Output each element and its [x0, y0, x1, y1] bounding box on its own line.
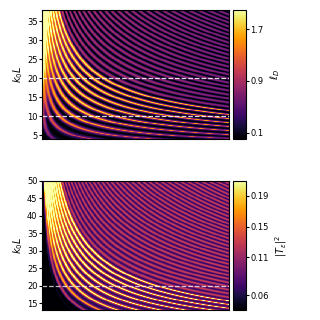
- Y-axis label: $k_0 L$: $k_0 L$: [12, 66, 25, 83]
- Y-axis label: $|T_\varepsilon|^2$: $|T_\varepsilon|^2$: [273, 235, 289, 257]
- Y-axis label: $k_0 L$: $k_0 L$: [12, 237, 25, 254]
- Y-axis label: $\ell_D$: $\ell_D$: [268, 69, 282, 80]
